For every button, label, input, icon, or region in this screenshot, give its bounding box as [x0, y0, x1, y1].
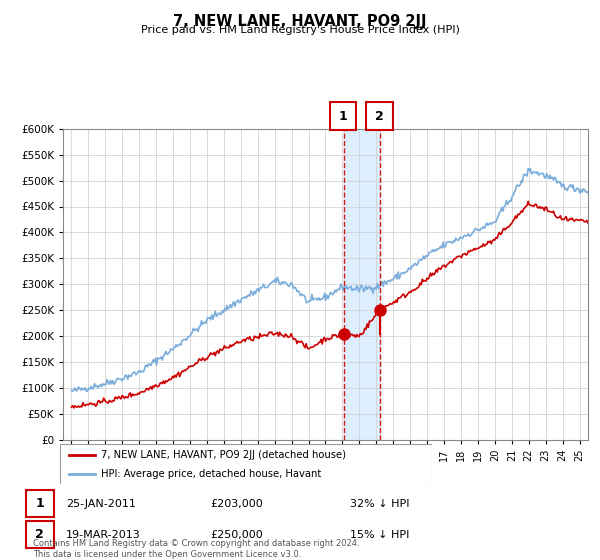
Text: 32% ↓ HPI: 32% ↓ HPI [349, 499, 409, 508]
Bar [344, 129, 380, 440]
Text: 15% ↓ HPI: 15% ↓ HPI [349, 530, 409, 539]
Text: 7, NEW LANE, HAVANT, PO9 2JJ: 7, NEW LANE, HAVANT, PO9 2JJ [173, 14, 427, 29]
Text: 25-JAN-2011: 25-JAN-2011 [66, 499, 136, 508]
Text: £203,000: £203,000 [210, 499, 263, 508]
Text: Contains HM Land Registry data © Crown copyright and database right 2024.
This d: Contains HM Land Registry data © Crown c… [33, 539, 359, 559]
FancyBboxPatch shape [330, 102, 356, 130]
FancyBboxPatch shape [60, 444, 432, 484]
Text: 7, NEW LANE, HAVANT, PO9 2JJ (detached house): 7, NEW LANE, HAVANT, PO9 2JJ (detached h… [101, 450, 346, 460]
Text: 2: 2 [35, 528, 44, 541]
Text: 1: 1 [338, 110, 347, 123]
Text: Price paid vs. HM Land Registry's House Price Index (HPI): Price paid vs. HM Land Registry's House … [140, 25, 460, 35]
Text: 19-MAR-2013: 19-MAR-2013 [66, 530, 140, 539]
FancyBboxPatch shape [26, 521, 54, 548]
Text: £250,000: £250,000 [210, 530, 263, 539]
Text: HPI: Average price, detached house, Havant: HPI: Average price, detached house, Hava… [101, 469, 321, 479]
FancyBboxPatch shape [26, 491, 54, 517]
Text: 2: 2 [375, 110, 383, 123]
FancyBboxPatch shape [366, 102, 392, 130]
Text: 1: 1 [35, 497, 44, 510]
